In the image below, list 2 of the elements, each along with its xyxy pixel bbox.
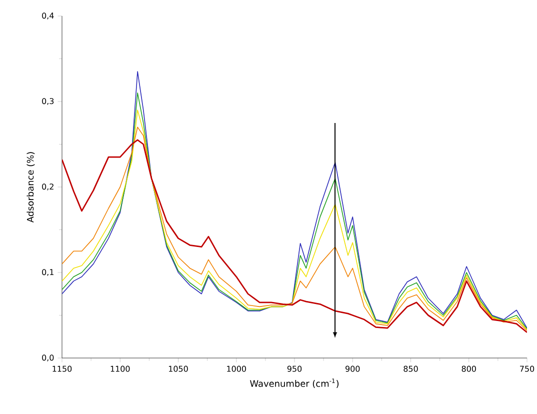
y-axis-title: Adsorbance (%) <box>26 152 35 223</box>
x-axis-title: Wavenumber (cm$^{-1}$) <box>250 378 339 388</box>
